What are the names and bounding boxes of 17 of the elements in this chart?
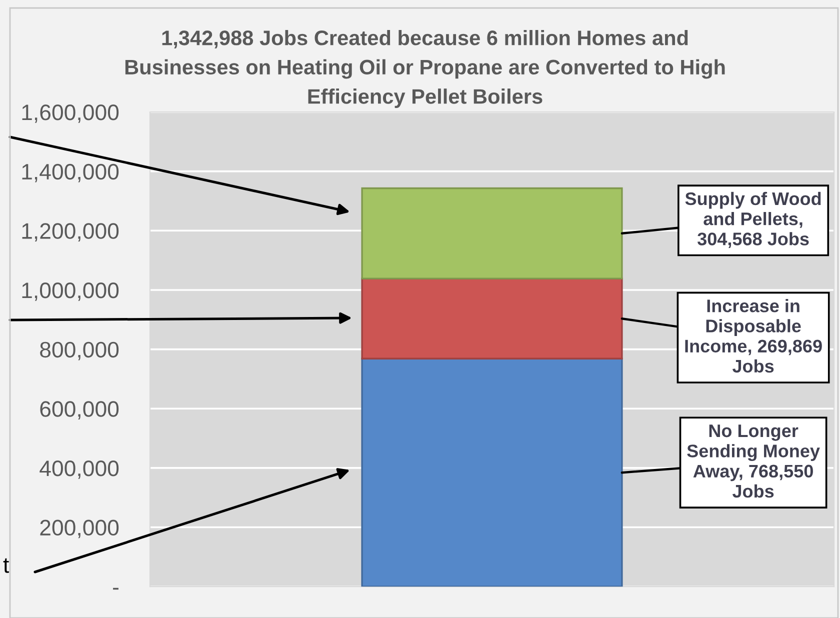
y-tick-label: 200,000 — [40, 520, 119, 538]
y-tick-label: 1,600,000 — [22, 104, 119, 123]
bar — [361, 187, 623, 280]
data-label: Increase in Disposable Income, 269,869 Jobs — [685, 299, 822, 373]
data-label: No Longer Sending Money Away, 768,550 Jobs — [687, 424, 820, 498]
text: t — [3, 558, 10, 573]
y-tick-label: - — [113, 588, 118, 590]
bar — [361, 278, 623, 360]
y-tick-label: 1,200,000 — [22, 223, 119, 242]
data-label: Supply of Wood and Pellets, 304,568 Jobs — [685, 192, 821, 248]
y-tick-label: 1,400,000 — [22, 164, 119, 182]
chart-title: 1,342,988 Jobs Created because 6 million Homes and Businesses on Heating Oil or Propane are Converted to High Efficiency Pellet Boilers — [125, 30, 725, 108]
y-tick-label: 600,000 — [40, 401, 119, 420]
bar — [361, 358, 623, 587]
y-tick-label: 400,000 — [40, 460, 119, 479]
y-tick-label: 1,000,000 — [22, 282, 119, 301]
y-tick-label: 800,000 — [40, 342, 119, 360]
